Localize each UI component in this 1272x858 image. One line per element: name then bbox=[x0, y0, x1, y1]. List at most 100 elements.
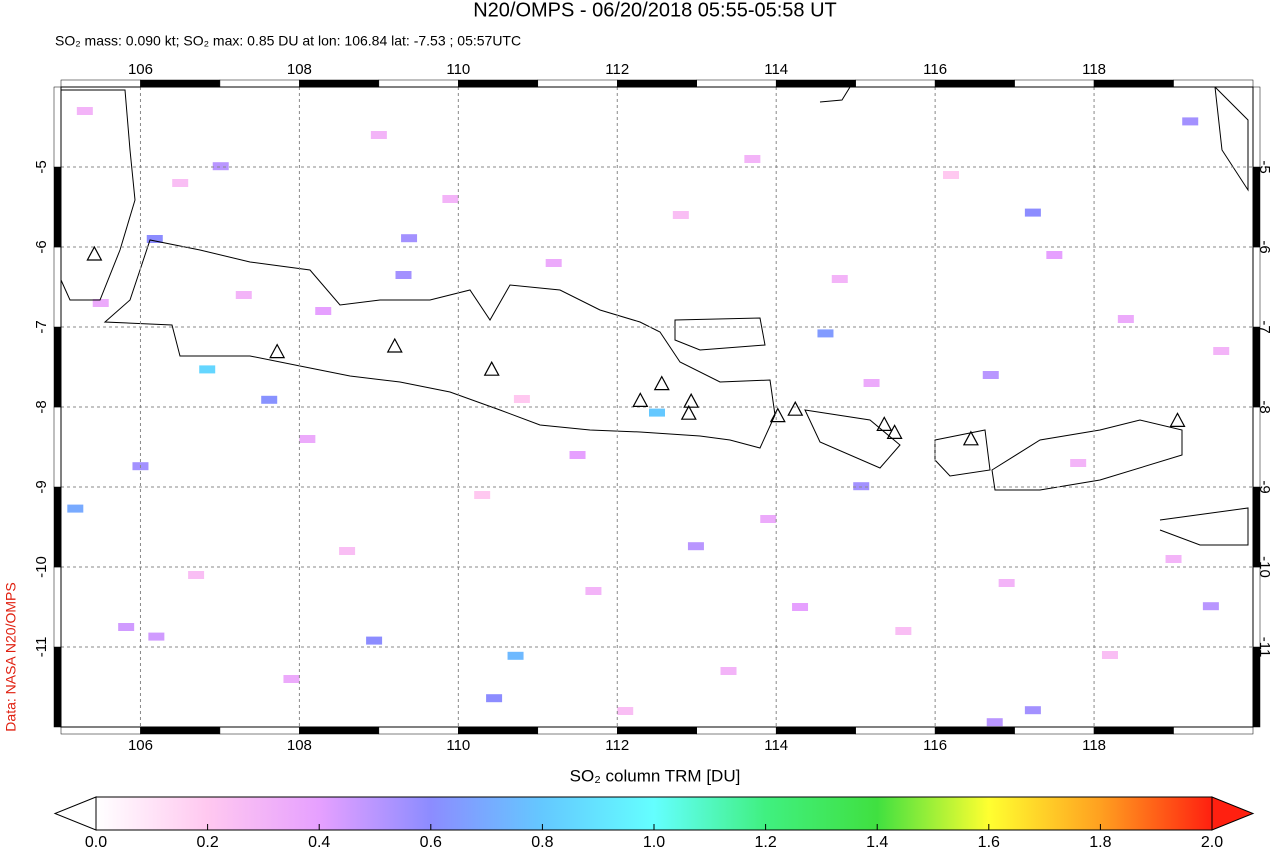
frame-bar bbox=[696, 726, 777, 735]
x-tick-label: 116 bbox=[923, 737, 947, 754]
frame-bar bbox=[1252, 566, 1261, 648]
so2-pixel bbox=[760, 515, 777, 523]
frame-bar bbox=[378, 726, 459, 735]
so2-pixel bbox=[672, 211, 689, 219]
frame-bar bbox=[537, 79, 618, 88]
frame-bar bbox=[1173, 726, 1254, 735]
x-tick-label: 116 bbox=[923, 61, 947, 78]
frame-bar bbox=[53, 246, 62, 328]
frame-bar bbox=[855, 726, 936, 735]
x-tick-label: 114 bbox=[764, 737, 788, 754]
so2-pixel bbox=[853, 482, 870, 491]
so2-pixel bbox=[982, 371, 999, 379]
so2-pixel bbox=[863, 379, 880, 387]
so2-pixel bbox=[545, 259, 562, 267]
x-tick-label: 106 bbox=[128, 61, 153, 78]
so2-pixel bbox=[943, 171, 960, 179]
subtitle: SO₂ mass: 0.090 kt; SO₂ max: 0.85 DU at … bbox=[55, 33, 521, 49]
frame-bar bbox=[1252, 646, 1261, 728]
x-tick-label: 110 bbox=[446, 737, 470, 754]
so2-pixel bbox=[649, 408, 665, 417]
so2-pixel bbox=[1024, 706, 1041, 715]
y-tick-label: -9 bbox=[33, 480, 50, 493]
so2-pixel bbox=[315, 307, 332, 315]
colorbar-extend-low bbox=[53, 796, 97, 831]
volcano bbox=[653, 375, 670, 391]
coastline bbox=[1159, 507, 1249, 546]
so2-pixel bbox=[261, 395, 278, 404]
frame-bar bbox=[219, 79, 300, 88]
frame-bar bbox=[1252, 246, 1261, 328]
coastline bbox=[103, 239, 776, 449]
so2-pixel bbox=[1213, 347, 1230, 355]
so2-pixel bbox=[76, 107, 93, 115]
frame-bar bbox=[1252, 166, 1261, 248]
so2-pixel bbox=[687, 542, 704, 551]
frame-bar bbox=[934, 726, 1015, 735]
frame-bar bbox=[696, 79, 777, 88]
volcano bbox=[680, 404, 697, 420]
axes: 106 106 108 108 110 110 112 112 114 114 116 116 118 1… bbox=[33, 61, 1272, 754]
coastline bbox=[991, 419, 1183, 491]
so2-pixel bbox=[569, 451, 586, 459]
volcano bbox=[683, 392, 700, 408]
coastline bbox=[1214, 85, 1249, 192]
side-label: Data: NASA N20/OMPS bbox=[3, 582, 19, 731]
y-tick-label: -6 bbox=[33, 240, 50, 253]
frame-bar bbox=[775, 79, 856, 88]
so2-pixel bbox=[474, 491, 491, 499]
volcano bbox=[769, 407, 786, 423]
colorbar-tick-label: 1.4 bbox=[866, 834, 888, 851]
so2-pixel bbox=[817, 329, 834, 338]
frame-bar bbox=[53, 86, 62, 168]
so2-pixel bbox=[148, 632, 165, 641]
so2-pixel bbox=[1182, 117, 1199, 126]
frame-bar bbox=[1173, 79, 1254, 88]
volcano bbox=[876, 416, 893, 431]
so2-pixel bbox=[283, 675, 300, 683]
colorbar-label: SO₂ column TRM [DU] bbox=[570, 766, 741, 785]
frame-bar bbox=[53, 486, 62, 568]
coastline bbox=[804, 409, 901, 469]
so2-pixel bbox=[395, 271, 412, 279]
colorbar-tick-label: 1.8 bbox=[1089, 834, 1111, 851]
frame-bar bbox=[1093, 79, 1174, 88]
x-tick-label: 108 bbox=[287, 61, 312, 78]
so2-pixel bbox=[513, 395, 530, 403]
frame-bar bbox=[219, 726, 300, 735]
volcano bbox=[483, 360, 500, 376]
volcano bbox=[269, 343, 286, 359]
volcano bbox=[962, 430, 979, 446]
volcano bbox=[386, 337, 403, 353]
so2-pixel bbox=[212, 162, 229, 171]
frame-bar bbox=[458, 79, 539, 88]
x-tick-label: 118 bbox=[1082, 61, 1106, 78]
so2-pixel bbox=[792, 603, 809, 611]
volcano bbox=[1169, 412, 1186, 427]
x-tick-label: 118 bbox=[1082, 737, 1106, 754]
so2-pixel bbox=[199, 365, 216, 374]
frame-bar bbox=[775, 726, 856, 735]
frame-bar bbox=[53, 646, 62, 728]
colorbar-tick-label: 0.8 bbox=[531, 834, 553, 851]
frame-bar bbox=[299, 79, 380, 88]
so2-pixel bbox=[366, 636, 383, 645]
frame-bar bbox=[1014, 79, 1095, 88]
so2-pixel bbox=[146, 235, 163, 243]
volcano bbox=[886, 424, 903, 439]
y-tick-label: -8 bbox=[33, 400, 50, 413]
frame-bar bbox=[140, 726, 221, 735]
frame-bar bbox=[53, 406, 62, 488]
so2-pixel bbox=[1046, 251, 1063, 259]
colorbar-tick-label: 2.0 bbox=[1201, 834, 1223, 851]
so2-pixel bbox=[188, 571, 205, 579]
y-tick-label: -10 bbox=[33, 556, 50, 578]
frame-bar bbox=[458, 726, 539, 735]
frame-bar bbox=[53, 326, 62, 408]
so2-pixel bbox=[370, 131, 387, 139]
frame-bar bbox=[1252, 406, 1261, 488]
so2-pixel bbox=[831, 275, 848, 283]
frame-bar bbox=[1252, 86, 1261, 168]
so2-pixel bbox=[442, 195, 459, 203]
